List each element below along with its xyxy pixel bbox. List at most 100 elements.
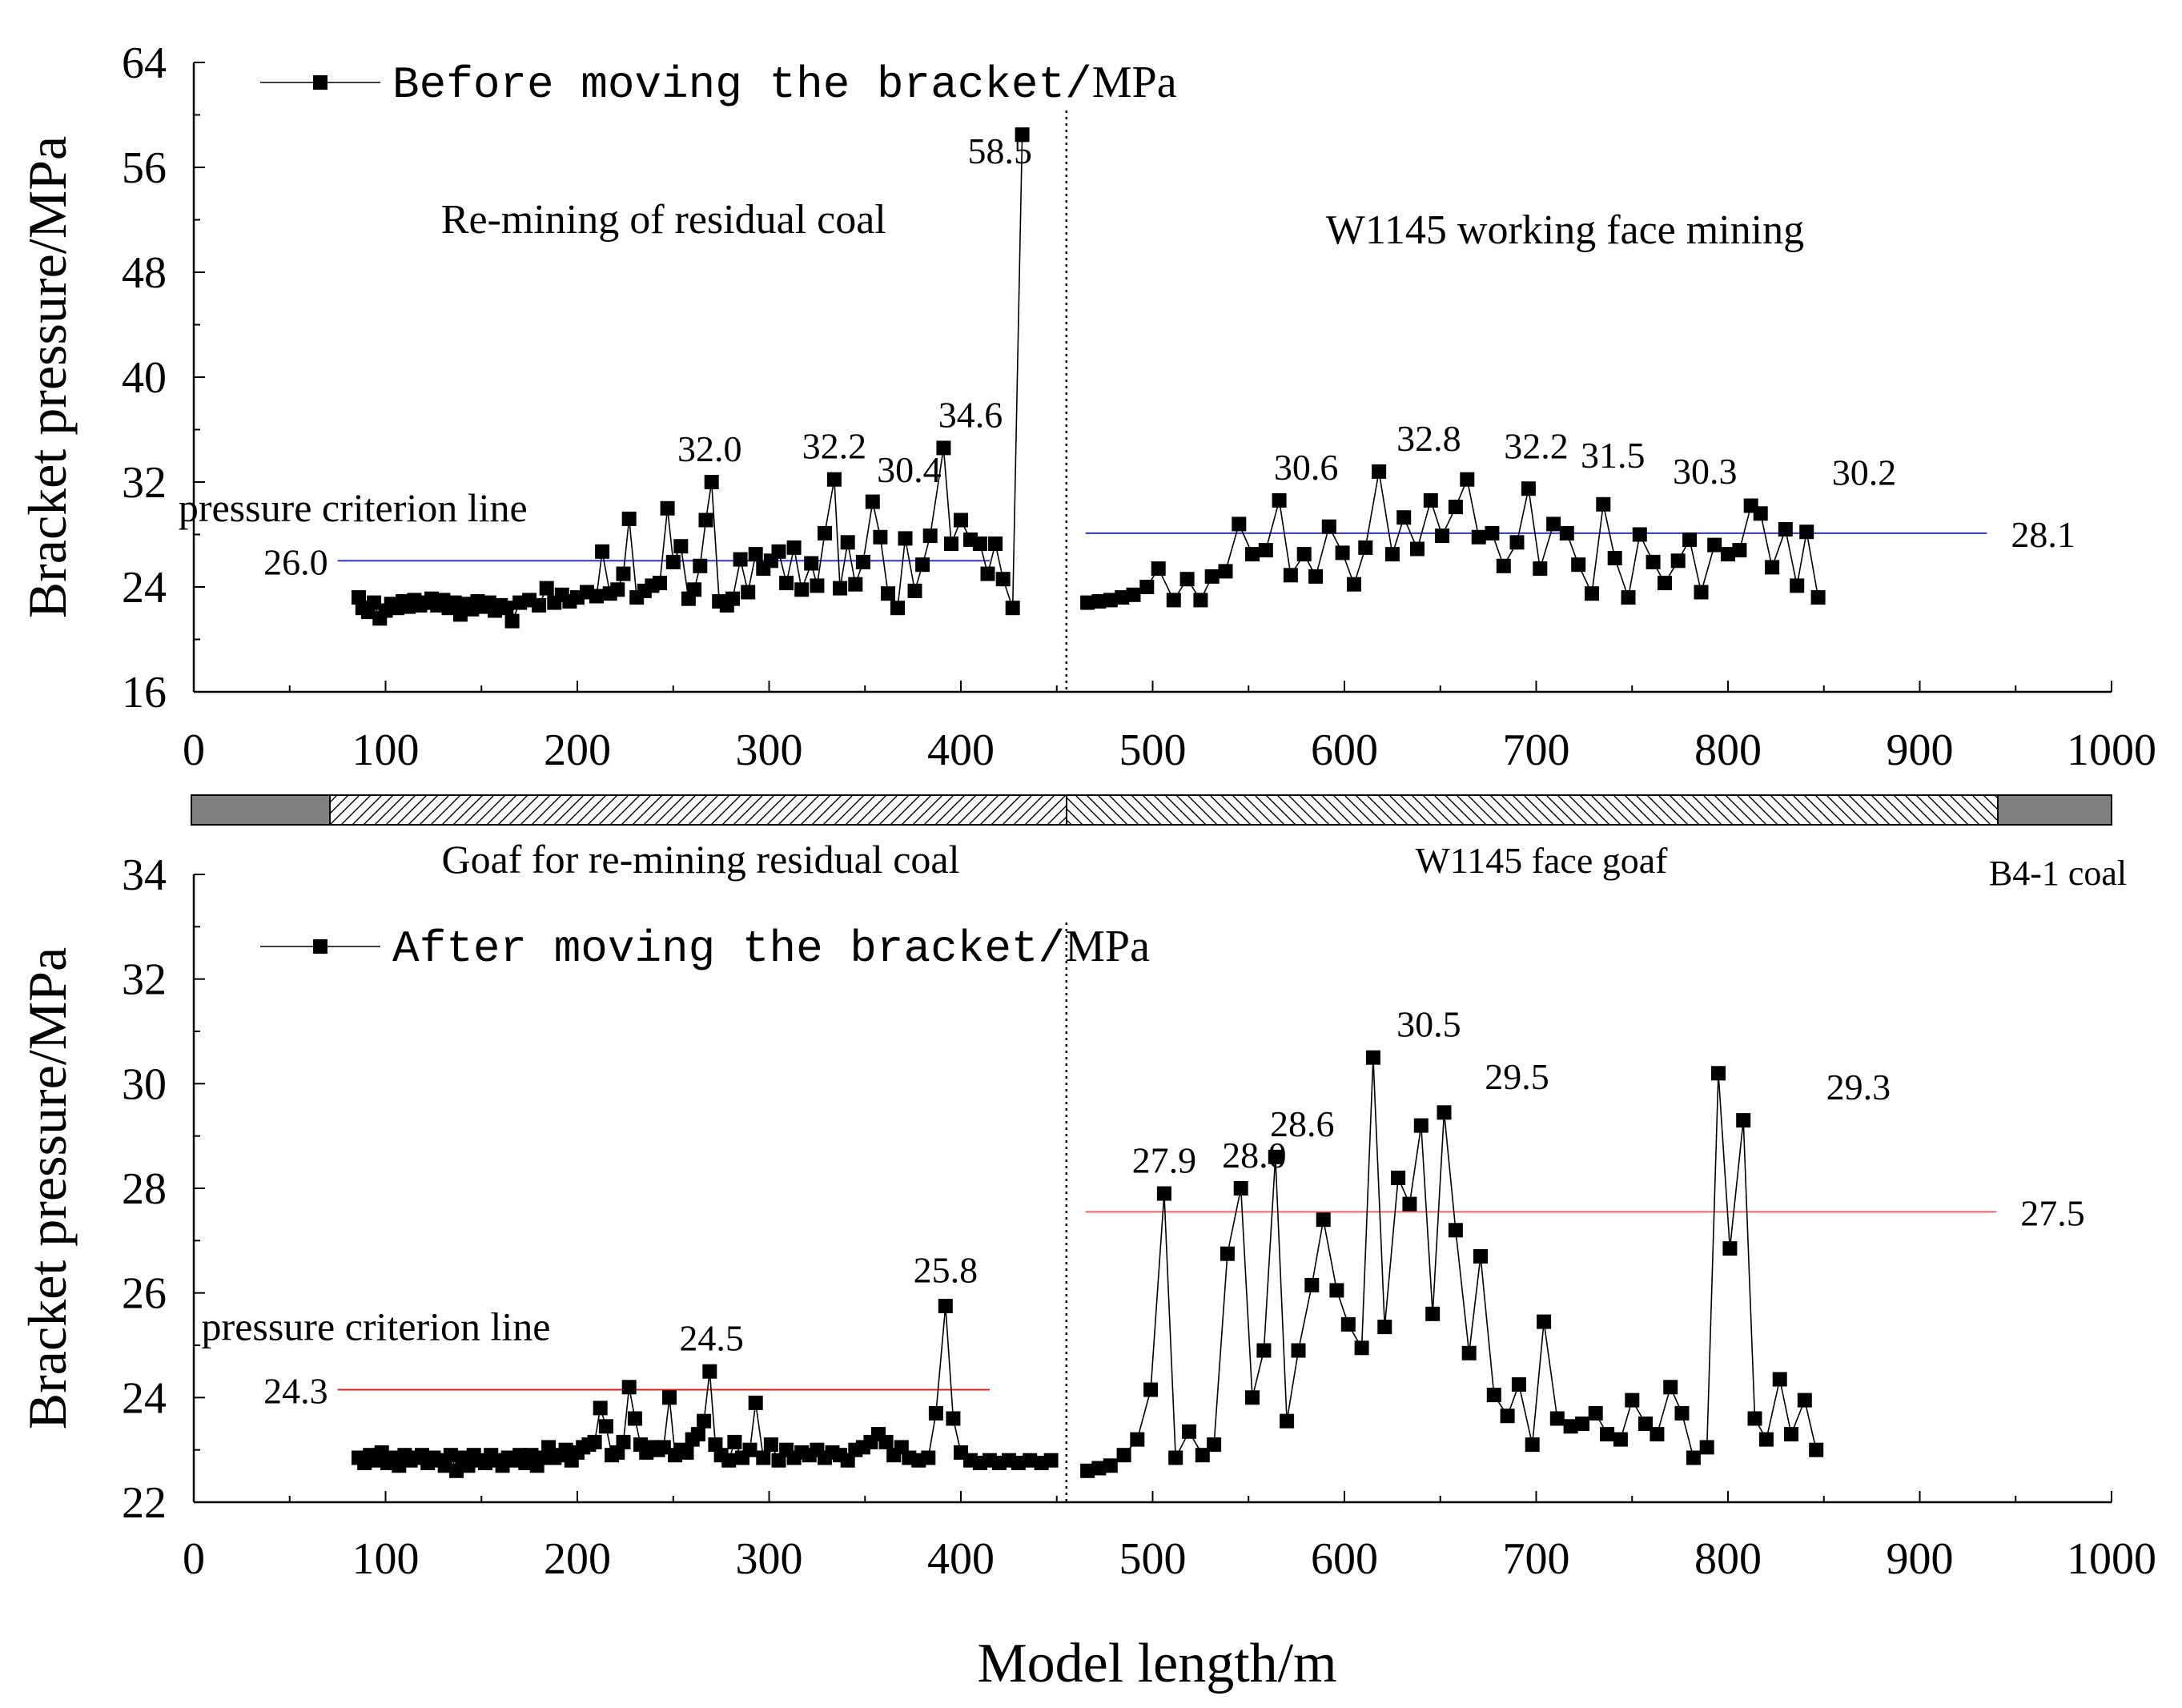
series-line bbox=[1087, 1057, 1817, 1472]
data-point bbox=[1193, 593, 1208, 608]
data-point bbox=[742, 1442, 757, 1457]
data-point bbox=[1391, 1170, 1406, 1185]
data-point bbox=[679, 1445, 694, 1460]
data-point bbox=[972, 537, 987, 551]
x-tick-label: 1000 bbox=[2067, 725, 2156, 775]
region-title: W1145 working face mining bbox=[1326, 207, 1804, 253]
data-point bbox=[1736, 1113, 1751, 1128]
data-point bbox=[1486, 1388, 1501, 1403]
data-point bbox=[1559, 525, 1574, 541]
peak-value-label: 28.6 bbox=[1270, 1103, 1335, 1144]
y-tick-label: 32 bbox=[122, 955, 167, 1005]
data-point bbox=[1402, 1196, 1417, 1212]
data-point bbox=[771, 544, 786, 559]
data-point bbox=[1321, 519, 1336, 534]
data-point bbox=[1521, 481, 1536, 496]
peak-value-label: 31.5 bbox=[1581, 435, 1646, 476]
data-point bbox=[660, 500, 675, 516]
x-tick-label: 100 bbox=[352, 1534, 420, 1584]
data-point bbox=[1316, 1212, 1331, 1228]
data-point bbox=[1256, 1343, 1272, 1358]
peak-value-label: 30.3 bbox=[1673, 451, 1738, 492]
data-point bbox=[1600, 1427, 1615, 1442]
x-tick-label: 300 bbox=[736, 725, 803, 775]
data-point bbox=[1179, 572, 1195, 587]
data-point bbox=[748, 1395, 763, 1410]
data-point bbox=[833, 581, 848, 596]
y-tick-label: 48 bbox=[122, 248, 167, 298]
goaf-w1145-hatch bbox=[1066, 794, 1999, 826]
data-point bbox=[878, 1434, 894, 1449]
data-point bbox=[1354, 1340, 1369, 1356]
x-tick-label: 600 bbox=[1311, 1534, 1378, 1584]
data-point bbox=[1023, 1453, 1038, 1468]
data-point bbox=[1663, 1380, 1678, 1395]
data-point bbox=[593, 1401, 608, 1416]
data-point bbox=[532, 597, 547, 613]
data-point bbox=[1423, 492, 1438, 508]
x-tick-label: 100 bbox=[352, 725, 420, 775]
data-point bbox=[1365, 1050, 1380, 1065]
y-tick-label: 16 bbox=[122, 668, 167, 717]
peak-value-label: 29.3 bbox=[1826, 1067, 1891, 1107]
data-point bbox=[1218, 564, 1233, 579]
legend-label: After moving the bracket/MPa bbox=[392, 922, 1150, 975]
legend-marker-sample bbox=[313, 75, 328, 90]
data-point bbox=[1448, 1223, 1463, 1238]
data-point bbox=[1435, 528, 1450, 544]
data-point bbox=[954, 512, 968, 528]
y-tick-label: 24 bbox=[122, 563, 167, 613]
x-tick-label: 700 bbox=[1503, 1534, 1570, 1584]
data-point bbox=[1437, 1105, 1452, 1120]
data-point bbox=[763, 1437, 778, 1453]
data-point bbox=[946, 1411, 961, 1426]
data-point bbox=[1471, 529, 1486, 545]
data-point bbox=[848, 577, 863, 592]
legend-text: Before moving the bracket/ bbox=[392, 59, 1092, 111]
peak-value-label: 34.6 bbox=[938, 394, 1003, 435]
data-point bbox=[1790, 578, 1805, 593]
data-point bbox=[447, 595, 462, 610]
data-point bbox=[1711, 1066, 1726, 1081]
y-tick-label: 24 bbox=[122, 1373, 167, 1423]
data-point bbox=[1091, 1461, 1107, 1476]
data-point bbox=[1674, 1405, 1690, 1421]
legend-marker-sample bbox=[313, 939, 328, 954]
data-point bbox=[1283, 568, 1298, 583]
legend-text: After moving the bracket/ bbox=[392, 923, 1065, 975]
data-point bbox=[653, 576, 667, 591]
y-tick-label: 22 bbox=[122, 1478, 167, 1528]
y-tick-label: 56 bbox=[122, 143, 167, 193]
data-point bbox=[1280, 1413, 1295, 1429]
x-tick-label: 500 bbox=[1119, 1534, 1187, 1584]
data-point bbox=[988, 537, 1003, 551]
data-point bbox=[1091, 594, 1107, 609]
data-point bbox=[1372, 464, 1387, 479]
x-tick-label: 900 bbox=[1887, 1534, 1954, 1584]
data-point bbox=[595, 544, 610, 559]
data-point bbox=[944, 537, 958, 551]
data-point bbox=[1682, 532, 1698, 547]
coal-goaf-strip: Goaf for re-mining residual coal W1145 f… bbox=[191, 794, 2127, 893]
data-point bbox=[928, 1405, 943, 1421]
criterion-caption: pressure criterion line bbox=[202, 1304, 551, 1348]
data-point bbox=[1358, 540, 1373, 555]
data-point bbox=[1699, 1440, 1714, 1455]
legend-unit: MPa bbox=[1092, 58, 1177, 107]
peak-value-label: 32.8 bbox=[1396, 418, 1461, 459]
data-point bbox=[1533, 561, 1548, 577]
data-point bbox=[1166, 593, 1181, 608]
data-point bbox=[698, 512, 713, 528]
data-point bbox=[1291, 1343, 1306, 1358]
data-point bbox=[1646, 554, 1661, 569]
peak-value-label: 32.0 bbox=[677, 428, 742, 469]
data-point bbox=[786, 540, 802, 555]
data-point bbox=[598, 1419, 613, 1434]
data-point bbox=[704, 475, 719, 489]
data-point bbox=[1396, 510, 1412, 525]
data-point bbox=[1304, 1277, 1320, 1292]
data-point bbox=[1650, 1427, 1665, 1442]
data-point bbox=[1732, 543, 1747, 558]
data-point bbox=[1272, 492, 1287, 508]
data-point bbox=[499, 601, 514, 616]
